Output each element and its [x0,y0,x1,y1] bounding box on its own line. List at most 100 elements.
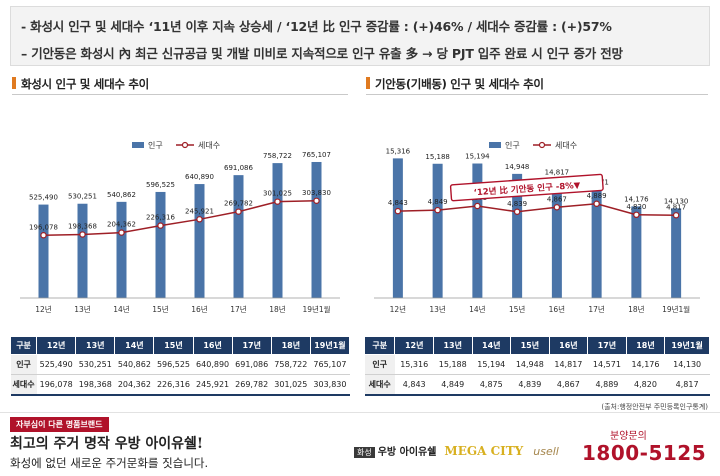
bar-value-label: 540,862 [107,191,136,199]
table-cell: 4,817 [664,374,710,396]
table-header-cell: 15년 [510,336,550,355]
x-tick-label: 14년 [113,304,130,314]
table-row-header: 인구 [364,354,395,375]
table-cell: 4,843 [394,374,434,396]
line-point [593,200,600,207]
table-cell: 640,890 [193,354,233,375]
bar-value-label: 758,722 [263,152,292,160]
logo-usell: usell [533,445,559,458]
bar-mark [38,204,49,298]
source-note: (출처:행정안전부 주민등록인구통계) [601,403,708,411]
bar-value-label: 640,890 [185,173,214,181]
x-tick-label: 18년 [628,304,645,314]
line-value-label: 204,362 [107,221,136,229]
table-cell: 15,316 [394,354,434,375]
left-section-rule [12,94,348,95]
table-header-cell: 17년 [587,336,627,355]
table-cell: 14,571 [587,354,627,375]
table-header-cell: 18년 [270,336,311,355]
inquiry-label: 분양문의 [610,431,647,442]
bar-mark [233,175,244,298]
bar-value-label: 525,490 [29,194,58,202]
line-point [313,197,320,204]
table-cell: 4,867 [549,374,588,396]
table-cell: 303,830 [310,374,350,396]
bar-mark [116,201,127,298]
table-cell: 14,948 [510,354,550,375]
table-cell: 596,525 [153,354,194,375]
bar-mark [311,161,322,298]
right-chart: 인구 세대수 15,316 12년 15,188 13년 15,194 14년 14,948 15… [374,140,700,314]
right-data-table: 구분 12년 13년 14년 15년 16년 17년 18년 19년1월 인구 15,316 15,1… [363,336,710,396]
table-header-cell: 구분 [363,336,396,355]
table-cell: 765,107 [310,354,350,375]
table-cell: 530,251 [75,354,115,375]
table-header-cell: 14년 [471,336,512,355]
bar-mark [671,208,682,298]
headline-line-2: – 기안동은 화성시 內 최근 신규공급 및 개발 미비로 지속적으로 인구 유… [21,46,623,61]
line-value-label: 269,782 [224,200,253,208]
line-value-label: 245,921 [185,207,214,215]
footer-subline: 화성에 없던 새로운 주거문화를 짓습니다. [10,456,209,470]
logo-tag: 화성 [354,447,375,458]
x-tick-label: 14년 [469,304,486,314]
table-header-cell: 12년 [394,336,434,355]
table-row-header: 인구 [10,354,37,375]
line-point [513,208,521,215]
bar-mark [631,206,642,298]
bar-value-label: 530,251 [68,193,97,201]
x-tick-label: 19년1월 [662,304,690,314]
title-bar-icon [366,77,370,89]
table-header-cell: 18년 [625,336,666,355]
phone-number[interactable]: 1800-5125 [582,441,707,465]
table-header-cell: 19년1월 [664,336,710,355]
table-cell: 525,490 [36,354,76,375]
line-point [157,222,164,229]
line-point [118,229,125,236]
x-tick-label: 18년 [269,304,286,314]
bar-mark [432,163,443,298]
table-cell: 4,820 [626,374,665,396]
bar-value-label: 691,086 [224,164,253,172]
left-section-title-text: 화성시 인구 및 세대수 추이 [21,77,149,91]
x-tick-label: 13년 [74,304,91,314]
footer-banner: 자부심이 다른 명품브랜드 최고의 주거 명작 우방 아이유쉘! 화성에 없던 … [0,412,720,476]
line-value-label: 301,025 [263,190,292,198]
table-cell: 245,921 [193,374,233,396]
table-row: 인구 15,316 15,188 15,194 14,948 14,817 14,571 14… [364,354,710,375]
bar-value-label: 765,107 [302,151,331,159]
legend-bar-swatch [132,142,144,148]
table-header-cell: 13년 [75,336,116,355]
line-point [79,231,86,238]
bar-mark [512,173,523,298]
line-value-label: 4,817 [666,203,686,211]
line-point [235,208,242,215]
line-value-label: 196,078 [29,223,58,231]
table-header-cell: 16년 [548,336,589,355]
bar-mark [77,203,88,298]
table-cell: 15,194 [472,354,511,375]
line-value-label: 4,843 [388,199,408,207]
x-tick-label: 16년 [549,304,566,314]
table-cell: 196,078 [36,374,76,396]
right-section-title: 기안동(기배동) 인구 및 세대수 추이 [366,76,544,92]
table-cell: 14,817 [549,354,588,375]
line-point [394,207,402,215]
headline-line-1: - 화성시 인구 및 세대수 ‘11년 이후 지속 상승세 / ‘12년 比 인… [21,19,612,34]
table-cell: 691,086 [232,354,272,375]
table-cell: 4,889 [587,374,627,396]
table-cell: 301,025 [271,374,311,396]
bar-value-label: 14,130 [664,197,689,205]
line-point [474,202,481,210]
bar-mark [272,163,283,298]
table-header-cell: 13년 [432,336,473,355]
table-row-header: 세대수 [10,374,37,396]
table-row-header: 세대수 [364,374,395,396]
brand-tag: 자부심이 다른 명품브랜드 [10,417,109,432]
table-row: 세대수 196,078 198,368 204,362 226,316 245,921 26… [10,374,350,396]
legend-label-households: 세대수 [198,141,220,150]
bar-value-label: 14,817 [545,168,570,176]
legend-bar-swatch [489,142,501,148]
table-header-cell: 16년 [192,336,233,355]
line-point [40,232,47,239]
